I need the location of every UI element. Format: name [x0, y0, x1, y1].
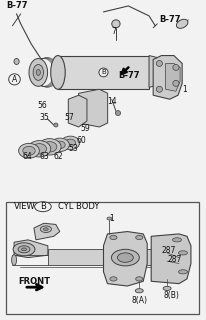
Circle shape: [13, 243, 35, 256]
Circle shape: [135, 277, 142, 281]
Polygon shape: [165, 63, 179, 91]
Polygon shape: [152, 56, 181, 99]
Ellipse shape: [172, 238, 181, 242]
Text: 59: 59: [80, 124, 90, 133]
Ellipse shape: [55, 141, 65, 148]
Text: B: B: [101, 69, 105, 76]
Ellipse shape: [28, 140, 50, 157]
Circle shape: [172, 64, 178, 70]
Polygon shape: [68, 95, 87, 127]
Text: 63: 63: [39, 152, 49, 161]
Ellipse shape: [176, 19, 187, 28]
Text: A: A: [12, 75, 17, 84]
Circle shape: [98, 68, 108, 77]
Circle shape: [156, 60, 162, 67]
Circle shape: [34, 202, 51, 212]
Ellipse shape: [23, 146, 35, 155]
Text: FRONT: FRONT: [18, 277, 50, 286]
Circle shape: [43, 228, 48, 231]
Ellipse shape: [50, 138, 69, 152]
Text: 14: 14: [107, 97, 117, 106]
Text: 62: 62: [54, 152, 63, 161]
Text: 57: 57: [64, 113, 74, 122]
Ellipse shape: [111, 20, 119, 28]
Ellipse shape: [178, 270, 187, 274]
Ellipse shape: [29, 59, 47, 86]
Circle shape: [172, 80, 178, 86]
Text: 8(B): 8(B): [162, 291, 178, 300]
Ellipse shape: [38, 139, 61, 155]
Text: 8(A): 8(A): [131, 296, 147, 305]
Circle shape: [21, 248, 26, 251]
Text: 7: 7: [111, 27, 116, 36]
Polygon shape: [58, 56, 148, 89]
Text: 60: 60: [76, 136, 86, 145]
Ellipse shape: [54, 123, 58, 127]
Polygon shape: [34, 223, 60, 240]
Ellipse shape: [32, 144, 46, 154]
Circle shape: [109, 235, 116, 240]
Text: 35: 35: [39, 113, 49, 122]
Circle shape: [111, 249, 139, 266]
Text: B-77: B-77: [159, 15, 180, 24]
Circle shape: [156, 86, 162, 92]
Ellipse shape: [19, 143, 39, 158]
Text: B-77: B-77: [6, 2, 28, 11]
Ellipse shape: [61, 136, 79, 149]
Polygon shape: [150, 234, 190, 284]
Text: 1: 1: [109, 214, 114, 223]
Ellipse shape: [135, 289, 143, 293]
Ellipse shape: [42, 142, 57, 152]
Circle shape: [9, 74, 20, 85]
Ellipse shape: [162, 286, 170, 291]
Polygon shape: [148, 56, 157, 87]
Text: B: B: [40, 202, 46, 211]
Text: B-77: B-77: [117, 71, 139, 80]
Ellipse shape: [33, 64, 43, 80]
Circle shape: [135, 235, 142, 240]
Text: 64: 64: [23, 152, 32, 161]
Polygon shape: [103, 232, 146, 286]
Text: 53: 53: [68, 144, 78, 153]
Polygon shape: [14, 240, 48, 258]
Ellipse shape: [115, 111, 120, 116]
Ellipse shape: [36, 69, 40, 76]
Polygon shape: [48, 249, 150, 265]
Text: 1: 1: [181, 85, 186, 94]
Text: CYL BODY: CYL BODY: [57, 202, 99, 211]
Circle shape: [109, 277, 116, 281]
Text: 287: 287: [160, 246, 175, 255]
Ellipse shape: [65, 139, 75, 147]
Circle shape: [117, 253, 133, 262]
Polygon shape: [78, 89, 107, 127]
Text: 287: 287: [166, 255, 181, 264]
Text: 56: 56: [37, 101, 47, 110]
Ellipse shape: [50, 56, 65, 89]
Ellipse shape: [14, 59, 19, 65]
Ellipse shape: [12, 255, 16, 265]
Ellipse shape: [107, 217, 111, 220]
Text: VIEW: VIEW: [14, 202, 36, 211]
Ellipse shape: [178, 251, 187, 255]
Circle shape: [40, 226, 51, 233]
Circle shape: [18, 246, 30, 253]
